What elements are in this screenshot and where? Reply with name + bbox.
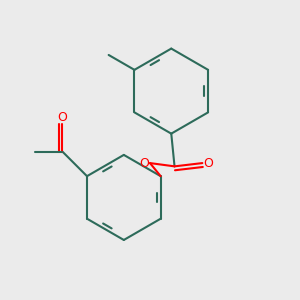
Text: O: O [139, 157, 149, 169]
Text: O: O [203, 157, 213, 169]
Text: O: O [58, 111, 68, 124]
